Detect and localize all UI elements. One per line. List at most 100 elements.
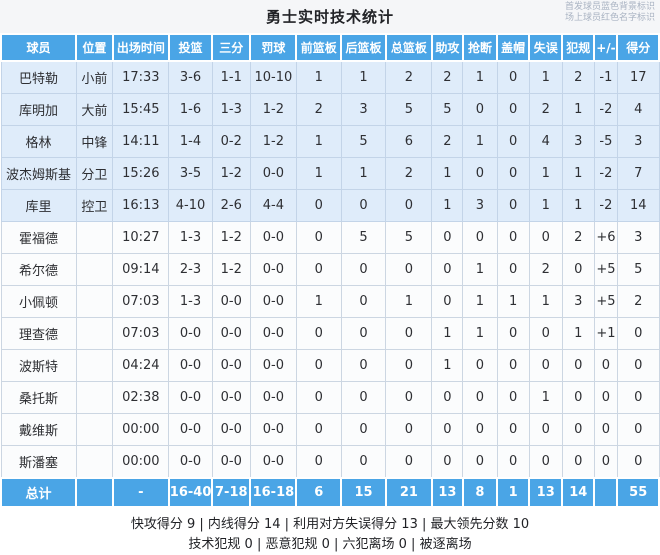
column-header-minutes: 出场时间 <box>111 33 170 62</box>
stat-cell-threept: 2-6 <box>211 189 251 222</box>
stat-cell-threept: 0-0 <box>211 445 251 479</box>
stat-cell-treb: 0 <box>385 253 433 286</box>
player-row: 格林 中锋 14:11 1-4 0-2 1-2 1 5 6 2 1 0 4 3 -5 3 <box>0 125 660 158</box>
stat-cell-pts: 3 <box>616 125 660 158</box>
player-name-cell[interactable]: 希尔德 <box>0 253 77 286</box>
stat-cell-blk: 0 <box>496 381 530 414</box>
stat-cell-dreb: 5 <box>340 221 387 254</box>
stat-cell-stl: 0 <box>462 413 498 446</box>
stat-cell-threept: 0-0 <box>211 349 251 382</box>
stat-cell-stl: 0 <box>462 221 498 254</box>
stat-cell-minutes: 15:45 <box>112 93 170 126</box>
stat-cell-stl: 0 <box>462 381 498 414</box>
stat-cell-stl: 1 <box>462 253 498 286</box>
stat-cell-minutes: 15:26 <box>112 157 170 190</box>
stat-cell-plus-minus: -2 <box>593 157 618 190</box>
total-cell-pf: 14 <box>561 477 596 508</box>
stat-cell-oreb: 0 <box>295 189 342 222</box>
stat-cell-pf: 1 <box>561 93 595 126</box>
stat-cell-pf: 2 <box>561 60 595 94</box>
column-header-blk: 盖帽 <box>496 33 531 62</box>
player-row: 霍福德 10:27 1-3 1-2 0-0 0 5 5 0 0 0 0 2 +6 3 <box>0 221 660 254</box>
stat-cell-ft: 0-0 <box>249 285 297 318</box>
stat-cell-blk: 0 <box>496 221 530 254</box>
stat-cell-blk: 0 <box>496 349 530 382</box>
stat-cell-stl: 0 <box>462 445 498 479</box>
stat-cell-ft: 1-2 <box>249 125 297 158</box>
column-header-pf: 犯规 <box>561 33 596 62</box>
column-header-position: 位置 <box>75 33 114 62</box>
stat-cell-ast: 1 <box>431 189 464 222</box>
player-name-cell[interactable]: 库明加 <box>0 93 77 126</box>
column-header-threept: 三分 <box>211 33 252 62</box>
player-name-cell[interactable]: 巴特勒 <box>0 60 77 94</box>
stat-cell-pf: 1 <box>561 189 595 222</box>
legend-oncourt-line: 场上球员红色名字标识 <box>564 13 655 23</box>
stat-cell-threept: 1-2 <box>211 253 251 286</box>
summary-footer: 快攻得分 9 | 内线得分 14 | 利用对方失误得分 13 | 最大领先分数 … <box>0 508 660 555</box>
stat-cell-position: 中锋 <box>75 125 114 158</box>
stat-cell-pf: 0 <box>561 381 595 414</box>
stat-cell-fg: 1-4 <box>168 125 213 158</box>
total-cell-pts: 55 <box>616 477 660 508</box>
stat-cell-threept: 1-2 <box>211 157 251 190</box>
player-name-cell[interactable]: 斯潘塞 <box>0 445 77 479</box>
stat-cell-fg: 3-6 <box>168 60 213 94</box>
stat-cell-treb: 6 <box>385 125 433 158</box>
stat-cell-dreb: 0 <box>340 317 387 350</box>
stat-cell-position <box>75 317 114 350</box>
column-header-stl: 抢断 <box>461 33 499 62</box>
stat-cell-ast: 0 <box>431 445 464 479</box>
stat-cell-position <box>75 349 114 382</box>
stat-cell-stl: 3 <box>462 189 498 222</box>
total-cell-ft: 16-18 <box>249 477 298 508</box>
stat-cell-minutes: 07:03 <box>112 285 170 318</box>
stat-cell-ft: 4-4 <box>249 189 297 222</box>
player-name-cell[interactable]: 桑托斯 <box>0 381 77 414</box>
stat-cell-threept: 0-2 <box>211 125 251 158</box>
stat-cell-pts: 0 <box>616 413 660 446</box>
stat-cell-ast: 0 <box>431 221 464 254</box>
player-name-cell[interactable]: 波斯特 <box>0 349 77 382</box>
stat-cell-dreb: 0 <box>340 381 387 414</box>
player-name-cell[interactable]: 格林 <box>0 125 77 158</box>
stat-cell-pf: 0 <box>561 253 595 286</box>
player-name-cell[interactable]: 波杰姆斯基 <box>0 157 77 190</box>
stat-cell-fg: 3-5 <box>168 157 213 190</box>
player-name-cell[interactable]: 戴维斯 <box>0 413 77 446</box>
stat-cell-position: 控卫 <box>75 189 114 222</box>
stat-cell-plus-minus: -2 <box>593 93 618 126</box>
stat-cell-ast: 2 <box>431 60 464 94</box>
stat-cell-plus-minus: 0 <box>593 349 618 382</box>
stat-cell-plus-minus: -2 <box>593 189 618 222</box>
stat-cell-treb: 0 <box>385 445 433 479</box>
player-name-cell[interactable]: 理查德 <box>0 317 77 350</box>
stat-cell-threept: 0-0 <box>211 381 251 414</box>
stat-cell-treb: 0 <box>385 317 433 350</box>
stat-cell-fg: 1-6 <box>168 93 213 126</box>
stat-cell-blk: 0 <box>496 413 530 446</box>
total-cell-oreb: 6 <box>295 477 343 508</box>
stat-cell-blk: 0 <box>496 60 530 94</box>
player-row: 小佩顿 07:03 1-3 0-0 0-0 1 0 1 0 1 1 1 3 +5 2 <box>0 285 660 318</box>
player-name-cell[interactable]: 霍福德 <box>0 221 77 254</box>
player-row: 斯潘塞 00:00 0-0 0-0 0-0 0 0 0 0 0 0 0 0 0 0 <box>0 445 660 479</box>
player-name-cell[interactable]: 小佩顿 <box>0 285 77 318</box>
stat-cell-oreb: 0 <box>295 349 342 382</box>
stat-cell-position <box>75 445 114 479</box>
stat-cell-threept: 1-2 <box>211 221 251 254</box>
stat-cell-treb: 5 <box>385 221 433 254</box>
stat-cell-dreb: 0 <box>340 445 387 479</box>
stat-cell-tov: 2 <box>528 253 563 286</box>
stat-cell-tov: 1 <box>528 189 563 222</box>
stat-cell-pf: 1 <box>561 157 595 190</box>
column-header-fg: 投篮 <box>167 33 214 62</box>
total-cell-treb: 21 <box>384 477 433 508</box>
stat-cell-pf: 0 <box>561 413 595 446</box>
stat-cell-tov: 1 <box>528 60 563 94</box>
stat-cell-stl: 1 <box>462 60 498 94</box>
stat-cell-minutes: 16:13 <box>112 189 170 222</box>
player-name-cell[interactable]: 库里 <box>0 189 77 222</box>
stat-cell-oreb: 0 <box>295 413 342 446</box>
total-cell-plus-minus <box>593 477 619 508</box>
